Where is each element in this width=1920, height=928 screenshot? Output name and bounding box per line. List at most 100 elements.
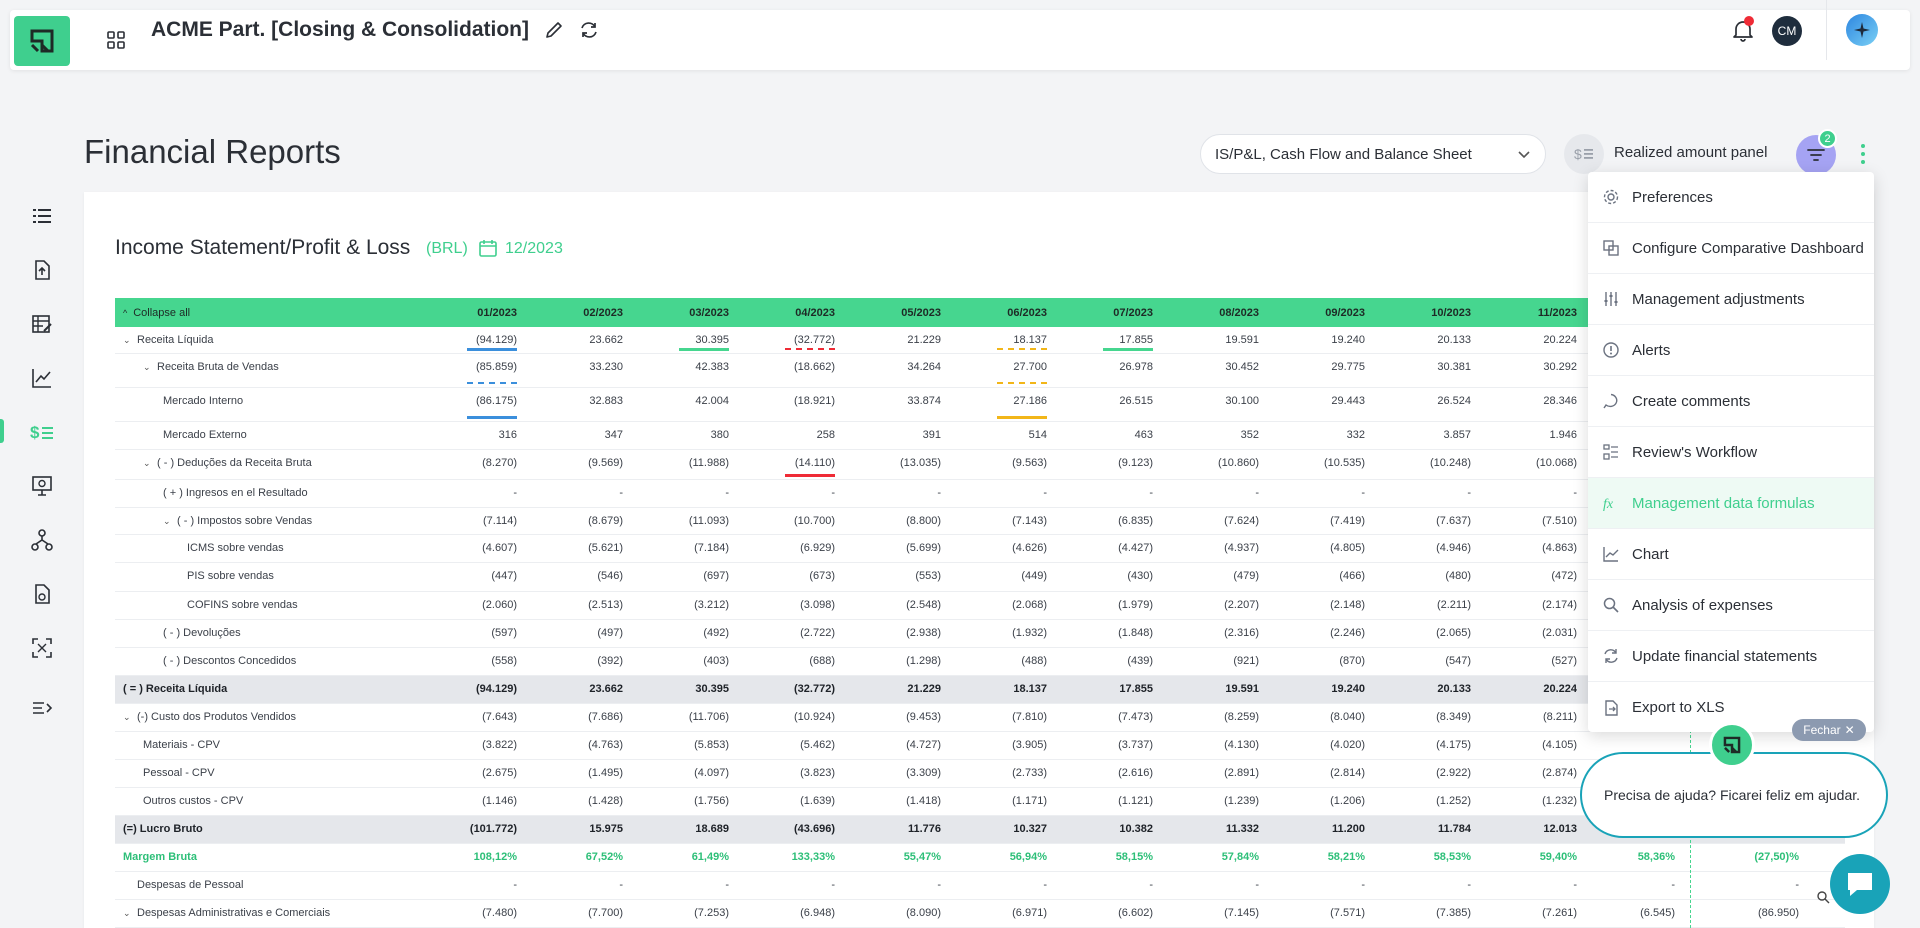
table-cell[interactable]: - [619,487,623,499]
sidebar-item-collapse-menu[interactable] [28,694,56,722]
table-cell[interactable]: 30.292 [1543,361,1577,373]
table-cell[interactable]: (86.950) [1758,907,1799,919]
table-cell[interactable]: (8.679) [588,515,623,527]
table-cell[interactable]: - [831,487,835,499]
table-cell[interactable]: 11.200 [1331,823,1365,835]
table-cell[interactable]: (7.114) [482,515,517,527]
table-cell[interactable]: (4.863) [1542,542,1577,554]
calendar-icon[interactable] [478,238,498,258]
table-cell[interactable]: 33.874 [907,395,941,407]
table-cell[interactable]: 19.240 [1331,683,1365,695]
chevron-down-icon[interactable]: ⌄ [143,362,151,372]
table-cell[interactable]: (11.988) [688,457,729,469]
table-cell[interactable]: (4.805) [1330,542,1365,554]
table-cell[interactable]: 67,52% [585,851,623,863]
table-cell[interactable]: 347 [604,429,623,441]
table-cell[interactable]: (3.823) [800,767,835,779]
table-cell[interactable]: (7.480) [482,907,517,919]
apps-grid-icon[interactable] [106,30,126,50]
table-cell[interactable]: - [1467,487,1471,499]
chevron-down-icon[interactable]: ⌄ [123,335,131,345]
table-cell[interactable]: (2.148) [1330,599,1365,611]
table-cell[interactable]: 42.383 [695,361,729,373]
table-cell[interactable]: (4.763) [588,739,623,751]
table-row[interactable]: ICMS sobre vendas (4.607) (5.621) (7.184) (6… [115,535,1845,563]
table-cell[interactable]: 258 [816,429,835,441]
table-cell[interactable]: 108,12% [473,851,517,863]
table-cell[interactable]: 28.346 [1543,395,1577,407]
table-cell[interactable]: (6.602) [1118,907,1153,919]
menu-item-update-financial-statements[interactable]: Update financial statements [1588,631,1874,682]
menu-item-management-adjustments[interactable]: Management adjustments [1588,274,1874,325]
table-cell[interactable]: (11.093) [688,515,729,527]
table-cell[interactable]: 20.224 [1543,683,1577,695]
table-cell[interactable]: (2.733) [1012,767,1047,779]
table-cell[interactable]: (488) [1021,655,1047,667]
table-cell[interactable]: (558) [491,655,517,667]
table-cell[interactable]: (2.060) [482,599,517,611]
column-header[interactable]: 05/2023 [901,307,941,319]
column-header[interactable]: 03/2023 [689,307,729,319]
table-cell[interactable]: (1.495) [588,767,623,779]
table-cell[interactable]: (43.696) [794,823,835,835]
column-header[interactable]: 09/2023 [1325,307,1365,319]
table-cell[interactable]: (472) [1551,570,1577,582]
table-cell[interactable]: (7.510) [1542,515,1577,527]
sidebar-item-structure[interactable] [28,526,56,554]
table-cell[interactable]: (6.835) [1118,515,1153,527]
table-cell[interactable]: 29.443 [1331,395,1365,407]
table-cell[interactable]: (8.270) [482,457,517,469]
table-cell[interactable]: (403) [703,655,729,667]
table-cell[interactable]: - [1255,487,1259,499]
table-row[interactable]: Mercado Externo 316 347 380 258 391 514 463 352 3… [115,422,1845,450]
table-cell[interactable]: - [725,487,729,499]
table-cell[interactable]: (3.737) [1118,739,1153,751]
table-row[interactable]: Outros custos - CPV (1.146) (1.428) (1.756)… [115,788,1845,816]
more-options-icon[interactable] [1856,142,1870,166]
table-cell[interactable]: - [1795,879,1799,891]
table-cell[interactable]: (3.212) [694,599,729,611]
column-header[interactable]: 06/2023 [1007,307,1047,319]
column-header[interactable]: 08/2023 [1219,307,1259,319]
table-cell[interactable]: (2.065) [1436,627,1471,639]
table-cell[interactable]: (9.123) [1118,457,1153,469]
table-cell[interactable]: (466) [1339,570,1365,582]
table-cell[interactable]: 23.662 [589,683,623,695]
sidebar-item-list[interactable] [28,202,56,230]
table-cell[interactable]: (2.031) [1542,627,1577,639]
table-cell[interactable]: 61,49% [691,851,729,863]
table-cell[interactable]: (94.129) [476,683,517,695]
chevron-down-icon[interactable]: ⌄ [163,516,171,526]
table-cell[interactable]: (4.607) [482,542,517,554]
table-cell[interactable]: (1.639) [800,795,835,807]
table-cell[interactable]: - [725,879,729,891]
table-cell[interactable]: (8.800) [906,515,941,527]
table-cell[interactable]: (2.207) [1224,599,1259,611]
table-cell[interactable]: (1.848) [1118,627,1153,639]
table-row[interactable]: ⌄ ( - ) Deduções da Receita Bruta (8.270) (… [115,450,1845,480]
table-cell[interactable]: (8.211) [1542,711,1577,723]
table-cell[interactable]: (10.068) [1536,457,1577,469]
table-cell[interactable]: 55,47% [903,851,941,863]
table-cell[interactable]: (6.971) [1012,907,1047,919]
table-row[interactable]: Margem Bruta 108,12% 67,52% 61,49% 133,33% 55… [115,844,1845,872]
table-cell[interactable]: (4.175) [1436,739,1471,751]
table-cell[interactable]: - [513,879,517,891]
menu-item-create-comments[interactable]: Create comments [1588,376,1874,427]
table-cell[interactable]: (5.699) [906,542,941,554]
table-cell[interactable]: 58,36% [1637,851,1675,863]
table-cell[interactable]: 30.395 [695,683,729,695]
table-cell[interactable]: (8.349) [1436,711,1471,723]
table-cell[interactable]: - [1255,879,1259,891]
sidebar-item-upload[interactable] [28,256,56,284]
table-cell[interactable]: - [1361,487,1365,499]
table-cell[interactable]: (10.700) [794,515,835,527]
table-cell[interactable]: (101.772) [469,823,517,835]
table-row[interactable]: ⌄ Receita Bruta de Vendas (85.859) 33.230 42… [115,354,1845,388]
table-cell[interactable]: (9.563) [1012,457,1047,469]
table-cell[interactable]: (7.145) [1224,907,1259,919]
table-cell[interactable]: (2.616) [1118,767,1153,779]
menu-item-analysis-of-expenses[interactable]: Analysis of expenses [1588,580,1874,631]
table-cell[interactable]: (553) [915,570,941,582]
realized-panel-toggle[interactable]: $ [1564,134,1604,174]
